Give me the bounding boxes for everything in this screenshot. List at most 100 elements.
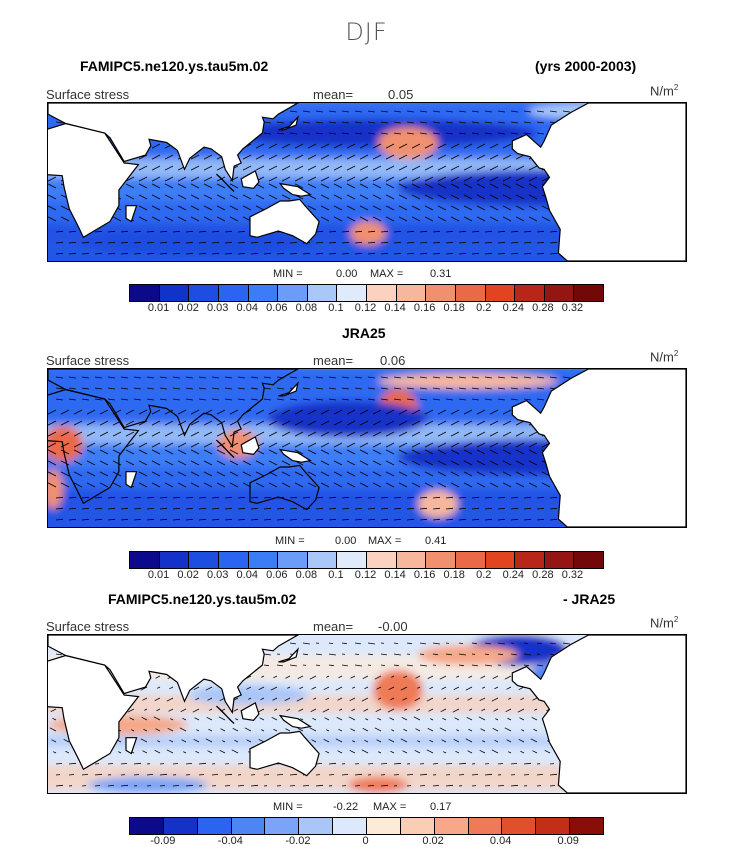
vector-arrow bbox=[424, 165, 434, 171]
vector-arrow bbox=[55, 252, 64, 255]
vector-arrow bbox=[359, 143, 369, 149]
vector-arrow bbox=[497, 241, 506, 244]
vector-arrow bbox=[354, 252, 363, 255]
vector-arrow bbox=[289, 132, 297, 135]
land-masses bbox=[48, 103, 686, 261]
vector-arrow bbox=[177, 431, 187, 437]
vector-arrow bbox=[372, 449, 382, 455]
vector-arrow bbox=[458, 241, 467, 244]
vector-arrow bbox=[463, 471, 473, 477]
vector-arrow bbox=[333, 442, 343, 448]
vector-arrow bbox=[294, 176, 304, 182]
vector-arrow bbox=[341, 230, 350, 233]
vector-arrow bbox=[73, 409, 83, 415]
vector-arrow bbox=[471, 121, 479, 124]
vector-arrow bbox=[458, 121, 466, 124]
colorbar-swatch bbox=[231, 818, 266, 834]
vector-arrow bbox=[302, 642, 310, 645]
vector-arrow bbox=[107, 785, 115, 787]
vector-arrow bbox=[359, 409, 369, 415]
vector-arrow bbox=[419, 252, 428, 255]
vector-arrow bbox=[177, 482, 187, 488]
vector-arrow bbox=[289, 252, 298, 255]
borneo-land bbox=[240, 170, 260, 189]
vector-arrow bbox=[430, 718, 434, 721]
vector-arrow bbox=[133, 398, 141, 401]
vector-arrow bbox=[372, 205, 382, 211]
vector-arrow bbox=[476, 420, 486, 426]
vector-arrow bbox=[359, 442, 369, 448]
vector-arrow bbox=[250, 496, 259, 499]
vector-arrow bbox=[380, 784, 389, 787]
vector-arrow bbox=[112, 442, 122, 448]
vector-arrow bbox=[411, 482, 421, 488]
vector-arrow bbox=[393, 241, 402, 244]
colorbar-swatch bbox=[367, 285, 397, 301]
vector-arrow bbox=[549, 376, 557, 379]
vector-arrow bbox=[497, 110, 505, 113]
vector-arrow bbox=[380, 518, 389, 521]
panel3-field-label: Surface stress bbox=[46, 619, 130, 634]
vector-arrow bbox=[398, 143, 408, 149]
panel1-title-right: (yrs 2000-2003) bbox=[535, 58, 637, 74]
vector-arrow bbox=[320, 176, 330, 182]
panel3-mean-label: mean= bbox=[313, 619, 354, 634]
colorbar-swatch bbox=[455, 552, 486, 568]
vector-arrow bbox=[362, 675, 369, 680]
vector-arrow bbox=[68, 762, 77, 765]
vector-arrow bbox=[455, 697, 460, 701]
vector-arrow bbox=[453, 738, 460, 743]
vector-arrow bbox=[281, 409, 291, 415]
vector-arrow bbox=[398, 154, 408, 160]
vector-arrow bbox=[346, 165, 356, 171]
vector-arrow bbox=[437, 205, 447, 211]
vector-arrow bbox=[190, 460, 200, 466]
vector-arrow bbox=[341, 110, 349, 113]
vector-arrow bbox=[476, 216, 486, 222]
vector-arrow bbox=[55, 518, 64, 521]
vector-arrow bbox=[346, 471, 356, 477]
vector-arrow bbox=[86, 449, 96, 455]
vector-arrow bbox=[497, 132, 505, 135]
vector-arrow bbox=[523, 653, 531, 656]
vector-arrow bbox=[60, 431, 70, 437]
panel3-colorbar bbox=[129, 817, 604, 835]
vector-arrow bbox=[159, 252, 168, 255]
vector-arrow bbox=[484, 121, 492, 124]
vector-arrow bbox=[528, 460, 538, 466]
vector-arrow bbox=[385, 205, 395, 211]
land-masses bbox=[48, 635, 686, 793]
colorbar-swatch bbox=[426, 552, 456, 568]
vector-arrow bbox=[419, 110, 427, 113]
vector-arrow bbox=[393, 762, 402, 765]
vector-arrow bbox=[411, 205, 421, 211]
vector-arrow bbox=[482, 686, 486, 689]
colorbar-tick-label: 0.08 bbox=[295, 569, 318, 581]
vector-arrow bbox=[211, 230, 220, 233]
vector-arrow bbox=[432, 763, 439, 765]
vector-arrow bbox=[341, 642, 347, 645]
vector-arrow bbox=[465, 686, 473, 691]
vector-arrow bbox=[502, 194, 512, 200]
vector-arrow bbox=[367, 241, 376, 244]
vector-arrow bbox=[346, 431, 356, 437]
vector-arrow bbox=[185, 518, 194, 521]
vector-arrow bbox=[536, 110, 544, 113]
vector-arrow bbox=[268, 482, 278, 488]
vector-arrow bbox=[380, 653, 387, 656]
vector-arrow bbox=[172, 376, 180, 379]
vector-arrow bbox=[242, 205, 252, 211]
vector-arrow bbox=[385, 420, 395, 426]
vector-arrow bbox=[268, 183, 278, 189]
vector-arrow bbox=[55, 230, 64, 233]
vector-arrow bbox=[203, 154, 213, 160]
vector-arrow bbox=[258, 738, 265, 743]
colorbar-swatch bbox=[426, 285, 456, 301]
vector-arrow bbox=[198, 496, 207, 499]
vector-arrow bbox=[432, 518, 441, 521]
vector-arrow bbox=[497, 653, 503, 656]
vector-arrow bbox=[263, 653, 271, 656]
colorbar-swatch bbox=[396, 285, 427, 301]
vector-arrow bbox=[153, 716, 161, 721]
colorbar-swatch bbox=[130, 818, 164, 834]
